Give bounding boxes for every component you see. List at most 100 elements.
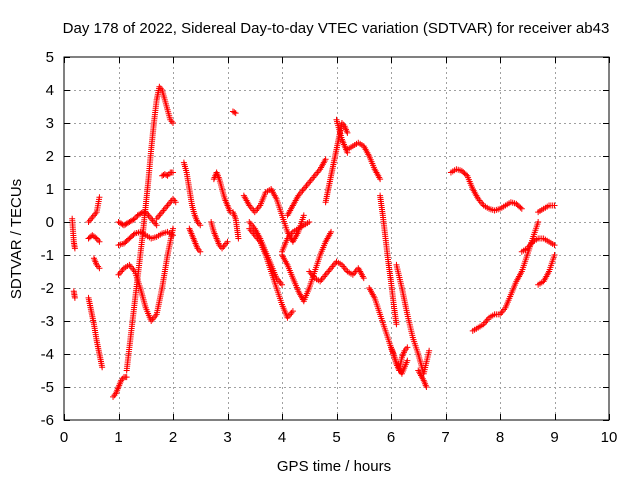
series-arc-07 <box>110 374 130 400</box>
x-tick-label: 7 <box>441 429 449 446</box>
series-arc-32 <box>388 344 411 374</box>
y-tick-label: 1 <box>46 181 54 198</box>
series-arc-35 <box>447 166 525 214</box>
data-point <box>170 169 176 176</box>
y-tick-label: 3 <box>46 115 54 132</box>
data-point <box>170 225 176 232</box>
x-tick-label: 3 <box>223 429 231 446</box>
x-tick-label: 8 <box>496 429 504 446</box>
data-point <box>404 357 411 364</box>
data-point <box>279 281 285 288</box>
series-arc-11 <box>115 228 176 249</box>
series-arc-29 <box>344 139 384 183</box>
y-tick-label: 0 <box>46 214 54 231</box>
y-tick-label: 4 <box>46 82 54 99</box>
data-point <box>328 228 335 235</box>
data-point <box>300 212 307 219</box>
y-tick-label: -1 <box>41 247 54 264</box>
series-arc-33 <box>393 261 433 377</box>
plot-frame <box>63 56 610 421</box>
series-arc-12 <box>115 225 176 324</box>
x-tick-label: 10 <box>601 429 618 446</box>
series-arc-23 <box>279 219 313 255</box>
data-point <box>130 231 137 238</box>
y-tick-label: -4 <box>41 346 54 363</box>
series-arc-05 <box>85 232 103 245</box>
x-tick-label: 9 <box>550 429 558 446</box>
data-point <box>322 156 329 163</box>
series-arc-14 <box>180 159 204 229</box>
series-arc-26 <box>306 258 367 285</box>
data-point <box>423 384 430 390</box>
series-arc-10 <box>115 209 160 229</box>
chart-title: Day 178 of 2022, Sidereal Day-to-day VTE… <box>63 20 610 37</box>
y-tick-label: -5 <box>41 379 54 396</box>
series-arc-06 <box>90 255 103 272</box>
series-arc-02 <box>70 288 78 301</box>
data-point <box>344 129 351 136</box>
data-point <box>551 242 558 249</box>
y-tick-label: 2 <box>46 148 54 165</box>
data-point <box>551 202 558 209</box>
series-arc-37 <box>518 235 558 255</box>
series-arc-13 <box>153 195 179 222</box>
data-point <box>197 248 204 255</box>
y-tick-label: 5 <box>46 49 54 66</box>
data-point <box>96 194 103 201</box>
data-point <box>138 209 145 216</box>
data-point <box>96 265 103 272</box>
data-point <box>170 120 176 126</box>
series-arc-18 <box>229 108 239 117</box>
series-arc-31 <box>377 192 400 328</box>
x-tick-label: 0 <box>60 429 68 446</box>
data-point <box>96 238 103 245</box>
data-point <box>172 199 179 206</box>
series-arc-24 <box>284 156 329 219</box>
series-arc-28 <box>333 116 351 156</box>
x-tick-label: 4 <box>278 429 286 446</box>
data-point <box>153 222 160 229</box>
data-point <box>360 275 367 282</box>
series-arc-34 <box>415 367 430 390</box>
series-arc-39 <box>535 202 558 216</box>
data-point <box>92 234 99 241</box>
data-point <box>551 252 558 258</box>
x-tick-labels: 0 1 2 3 4 5 6 7 8 9 10 <box>60 429 618 446</box>
data-point <box>377 176 384 183</box>
data-point <box>462 171 469 178</box>
x-tick-label: 5 <box>332 429 340 446</box>
x-axis-label: GPS time / hours <box>277 458 391 475</box>
series-arc-01 <box>69 215 78 252</box>
x-tick-label: 1 <box>114 429 122 446</box>
data-point <box>99 364 106 371</box>
series-arc-22 <box>246 219 285 288</box>
data-point <box>306 219 313 225</box>
data-point <box>393 321 400 328</box>
series-arc-16 <box>210 169 234 216</box>
data-point <box>197 222 204 229</box>
data-point <box>71 245 78 252</box>
data-point <box>235 235 242 242</box>
data-point <box>426 347 433 354</box>
data-point <box>71 294 78 301</box>
data-point <box>123 374 130 381</box>
data-point <box>232 110 239 117</box>
x-tick-label: 6 <box>387 429 395 446</box>
series-arc-25 <box>279 228 335 305</box>
y-tick-label: -3 <box>41 313 54 330</box>
series-arc-17 <box>208 219 231 252</box>
y-axis-label: SDTVAR / TECUs <box>8 179 25 299</box>
data-point <box>518 205 525 212</box>
x-tick-label: 2 <box>169 429 177 446</box>
y-tick-label: -6 <box>41 412 54 429</box>
data-point <box>224 238 231 245</box>
data-point <box>535 219 542 225</box>
data-point <box>517 204 524 211</box>
data-point <box>163 171 170 178</box>
series-arc-27 <box>322 120 351 206</box>
y-tick-labels: -6 -5 -4 -3 -2 -1 0 1 2 3 4 5 <box>41 49 54 429</box>
series-arc-15 <box>186 225 204 255</box>
y-tick-label: -2 <box>41 280 54 297</box>
series-arc-04 <box>85 194 103 225</box>
series-arc-03 <box>85 294 106 371</box>
